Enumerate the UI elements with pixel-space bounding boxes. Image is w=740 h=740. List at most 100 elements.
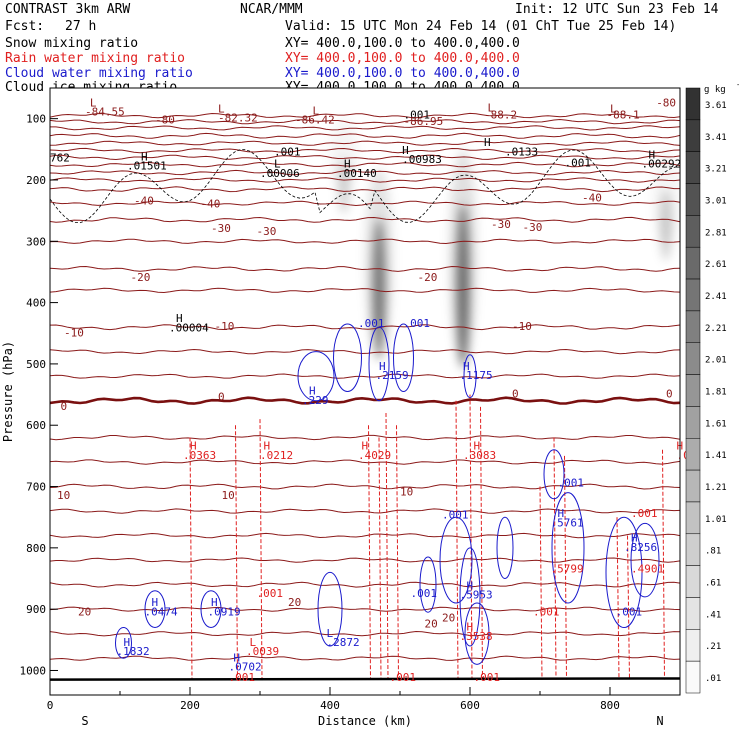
- contour-label: L: [488, 101, 495, 114]
- contour-label: 0: [512, 388, 519, 401]
- contour-label: -40: [201, 198, 221, 211]
- isotherm-labeled: [50, 186, 680, 193]
- snow-plume: [330, 118, 358, 214]
- contour-label: H: [402, 144, 409, 157]
- contour-label: -30: [523, 221, 543, 234]
- contour-label: .2159: [376, 369, 409, 382]
- rain-contour: [480, 406, 483, 680]
- surface-line: [49, 677, 681, 681]
- contour-label: -40: [582, 191, 602, 204]
- contour-label: .0363: [183, 449, 216, 462]
- contour-label: 20: [288, 596, 301, 609]
- colorbar-swatch: [685, 246, 701, 280]
- rain-contour: [368, 425, 371, 680]
- contour-label: .01501: [127, 160, 167, 173]
- contour-label: -20: [131, 271, 151, 284]
- init-time: Init: 12 UTC Sun 23 Feb 14: [515, 2, 719, 17]
- isotherm-line: [50, 348, 680, 355]
- contour-label: L: [327, 627, 334, 640]
- legend-rain-name: Rain water mixing ratio: [5, 51, 186, 66]
- rain-contour: [469, 394, 473, 680]
- isotherm-line: [50, 606, 680, 612]
- isotherm-line: [50, 532, 680, 539]
- contour-label: .229: [302, 394, 329, 407]
- contour-label: H: [211, 596, 218, 609]
- x-tick-label: 800: [600, 699, 620, 712]
- colorbar-swatch: [685, 469, 701, 503]
- isotherm-line: [50, 118, 680, 125]
- contour-label: .001: [390, 671, 417, 684]
- contour-label: .2872: [327, 636, 360, 649]
- contour-label: L: [218, 103, 225, 116]
- contour-label: -30: [491, 218, 511, 231]
- cloud-water-contour: [419, 556, 437, 613]
- contour-label: .00004: [169, 321, 209, 334]
- colorbar-label: 2.01: [705, 356, 727, 366]
- colorbar-unit: g kg: [704, 85, 726, 95]
- y-tick-label: 500: [26, 358, 46, 371]
- snow-shading: [330, 118, 680, 370]
- temperature-contours: [50, 112, 680, 661]
- contour-label: .001: [474, 671, 501, 684]
- isotherm-line: [50, 459, 680, 465]
- contour-label: .001: [565, 156, 592, 169]
- colorbar: 3.61 3.41 3.21 3.01 2.81 2.61 2.41 2.21 2.01 1.81…: [685, 81, 740, 694]
- contour-label: L: [90, 96, 97, 109]
- contour-label: 20: [425, 618, 438, 631]
- contour-label: H: [233, 651, 240, 664]
- contour-label: 0: [61, 400, 68, 413]
- isotherm-labeled: [50, 483, 680, 490]
- isotherm-line: [50, 177, 680, 183]
- contour-label: H: [124, 636, 131, 649]
- contour-label: .4901: [631, 562, 664, 575]
- contour-label: 20: [78, 605, 91, 618]
- contour-label: .001: [274, 145, 301, 158]
- contour-label: 10: [222, 489, 235, 502]
- rain-contour: [235, 425, 238, 680]
- cloud-water-contour: [200, 590, 222, 629]
- cloud-water-contour: [393, 323, 414, 392]
- contour-label: .001: [229, 671, 256, 684]
- contour-label: H: [631, 532, 638, 545]
- contour-label: .001: [257, 587, 284, 600]
- contour-label: .00006: [260, 167, 300, 180]
- contour-label: H: [558, 507, 565, 520]
- colorbar-swatch: [685, 533, 701, 566]
- contour-label: .5799: [551, 562, 584, 575]
- cloud-water-contour: [144, 590, 166, 629]
- contour-label: -30: [211, 222, 231, 235]
- colorbar-label: 3.61: [705, 101, 727, 111]
- colorbar-swatch: [685, 87, 701, 121]
- colorbar-label: 1.21: [705, 483, 727, 493]
- contour-annotations: L-84.55-80L-82.32L-86.42.001-86.95L-88.2…: [50, 96, 690, 684]
- colorbar-label: 2.21: [705, 324, 727, 334]
- contour-label: H: [141, 150, 148, 163]
- isotherm-labeled: [50, 581, 680, 588]
- contour-label: L: [274, 158, 281, 171]
- rain-contour: [396, 425, 399, 680]
- colorbar-label: 1.41: [705, 451, 727, 461]
- contour-label: -10: [64, 326, 84, 339]
- y-tick-label: 1000: [20, 664, 47, 677]
- model-title: CONTRAST 3km ARW: [5, 2, 131, 17]
- contour-label: .1832: [117, 645, 150, 658]
- isotherm-line: [50, 630, 680, 637]
- contour-label: H: [190, 440, 197, 453]
- y-tick-label: 800: [26, 542, 46, 555]
- colorbar-swatch: [685, 119, 701, 152]
- contour-label: -86.95: [404, 115, 444, 128]
- contour-label: H: [649, 149, 656, 162]
- contour-label: -10: [512, 320, 532, 333]
- colorbar-label: .41: [705, 610, 721, 620]
- isotherm-line: [50, 200, 680, 207]
- y-tick-label: 400: [26, 297, 46, 310]
- colorbar-swatch: [685, 342, 701, 375]
- fcst-value: 27 h: [65, 19, 97, 34]
- contour-label: .001: [404, 109, 431, 122]
- isotherm-line: [50, 112, 680, 119]
- contour-label: -84.55: [85, 106, 125, 119]
- y-tick-label: 300: [26, 235, 46, 248]
- isotherm-line: [50, 557, 680, 563]
- contour-label: -20: [418, 271, 438, 284]
